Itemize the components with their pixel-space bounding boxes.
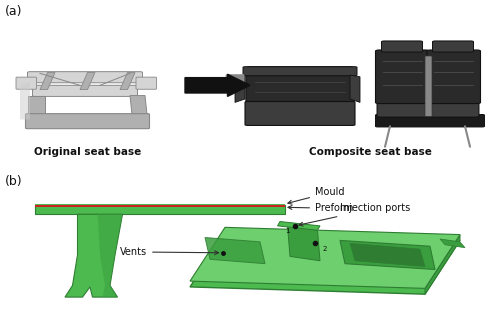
Polygon shape <box>65 214 122 297</box>
FancyBboxPatch shape <box>26 114 150 129</box>
FancyBboxPatch shape <box>245 101 355 125</box>
Polygon shape <box>340 240 435 270</box>
Text: (a): (a) <box>5 5 22 18</box>
FancyBboxPatch shape <box>246 67 354 107</box>
Bar <box>35 204 285 205</box>
Polygon shape <box>28 95 45 119</box>
FancyBboxPatch shape <box>425 56 432 116</box>
Polygon shape <box>440 239 465 248</box>
Text: Mould: Mould <box>288 187 344 204</box>
FancyBboxPatch shape <box>432 41 474 52</box>
FancyBboxPatch shape <box>428 101 479 117</box>
Polygon shape <box>190 227 460 289</box>
FancyBboxPatch shape <box>136 77 156 89</box>
Polygon shape <box>98 214 122 297</box>
FancyBboxPatch shape <box>376 50 429 104</box>
FancyBboxPatch shape <box>35 205 285 214</box>
Polygon shape <box>20 82 30 119</box>
Polygon shape <box>278 222 320 230</box>
FancyBboxPatch shape <box>243 67 357 76</box>
Text: 2: 2 <box>323 246 327 252</box>
Text: Original seat base: Original seat base <box>34 147 141 157</box>
Polygon shape <box>80 73 95 90</box>
Polygon shape <box>288 226 320 261</box>
FancyBboxPatch shape <box>376 114 484 127</box>
Polygon shape <box>130 95 148 119</box>
FancyBboxPatch shape <box>427 50 480 104</box>
FancyBboxPatch shape <box>16 77 36 89</box>
Text: Composite seat base: Composite seat base <box>308 147 432 157</box>
FancyArrow shape <box>185 74 250 96</box>
Polygon shape <box>350 75 360 102</box>
Polygon shape <box>190 233 460 294</box>
Polygon shape <box>205 238 265 264</box>
FancyBboxPatch shape <box>226 75 244 86</box>
FancyBboxPatch shape <box>28 72 142 83</box>
Polygon shape <box>40 73 55 90</box>
FancyBboxPatch shape <box>382 41 422 52</box>
Polygon shape <box>235 75 245 102</box>
Text: 1: 1 <box>285 228 290 234</box>
FancyBboxPatch shape <box>32 85 138 96</box>
Text: Vents: Vents <box>120 247 218 257</box>
FancyBboxPatch shape <box>377 101 428 117</box>
Text: Preform: Preform <box>288 203 353 213</box>
Polygon shape <box>425 234 460 294</box>
Text: Injection ports: Injection ports <box>299 203 410 226</box>
Polygon shape <box>120 73 135 90</box>
Text: (b): (b) <box>5 175 22 188</box>
Bar <box>35 205 285 207</box>
Polygon shape <box>350 243 425 267</box>
